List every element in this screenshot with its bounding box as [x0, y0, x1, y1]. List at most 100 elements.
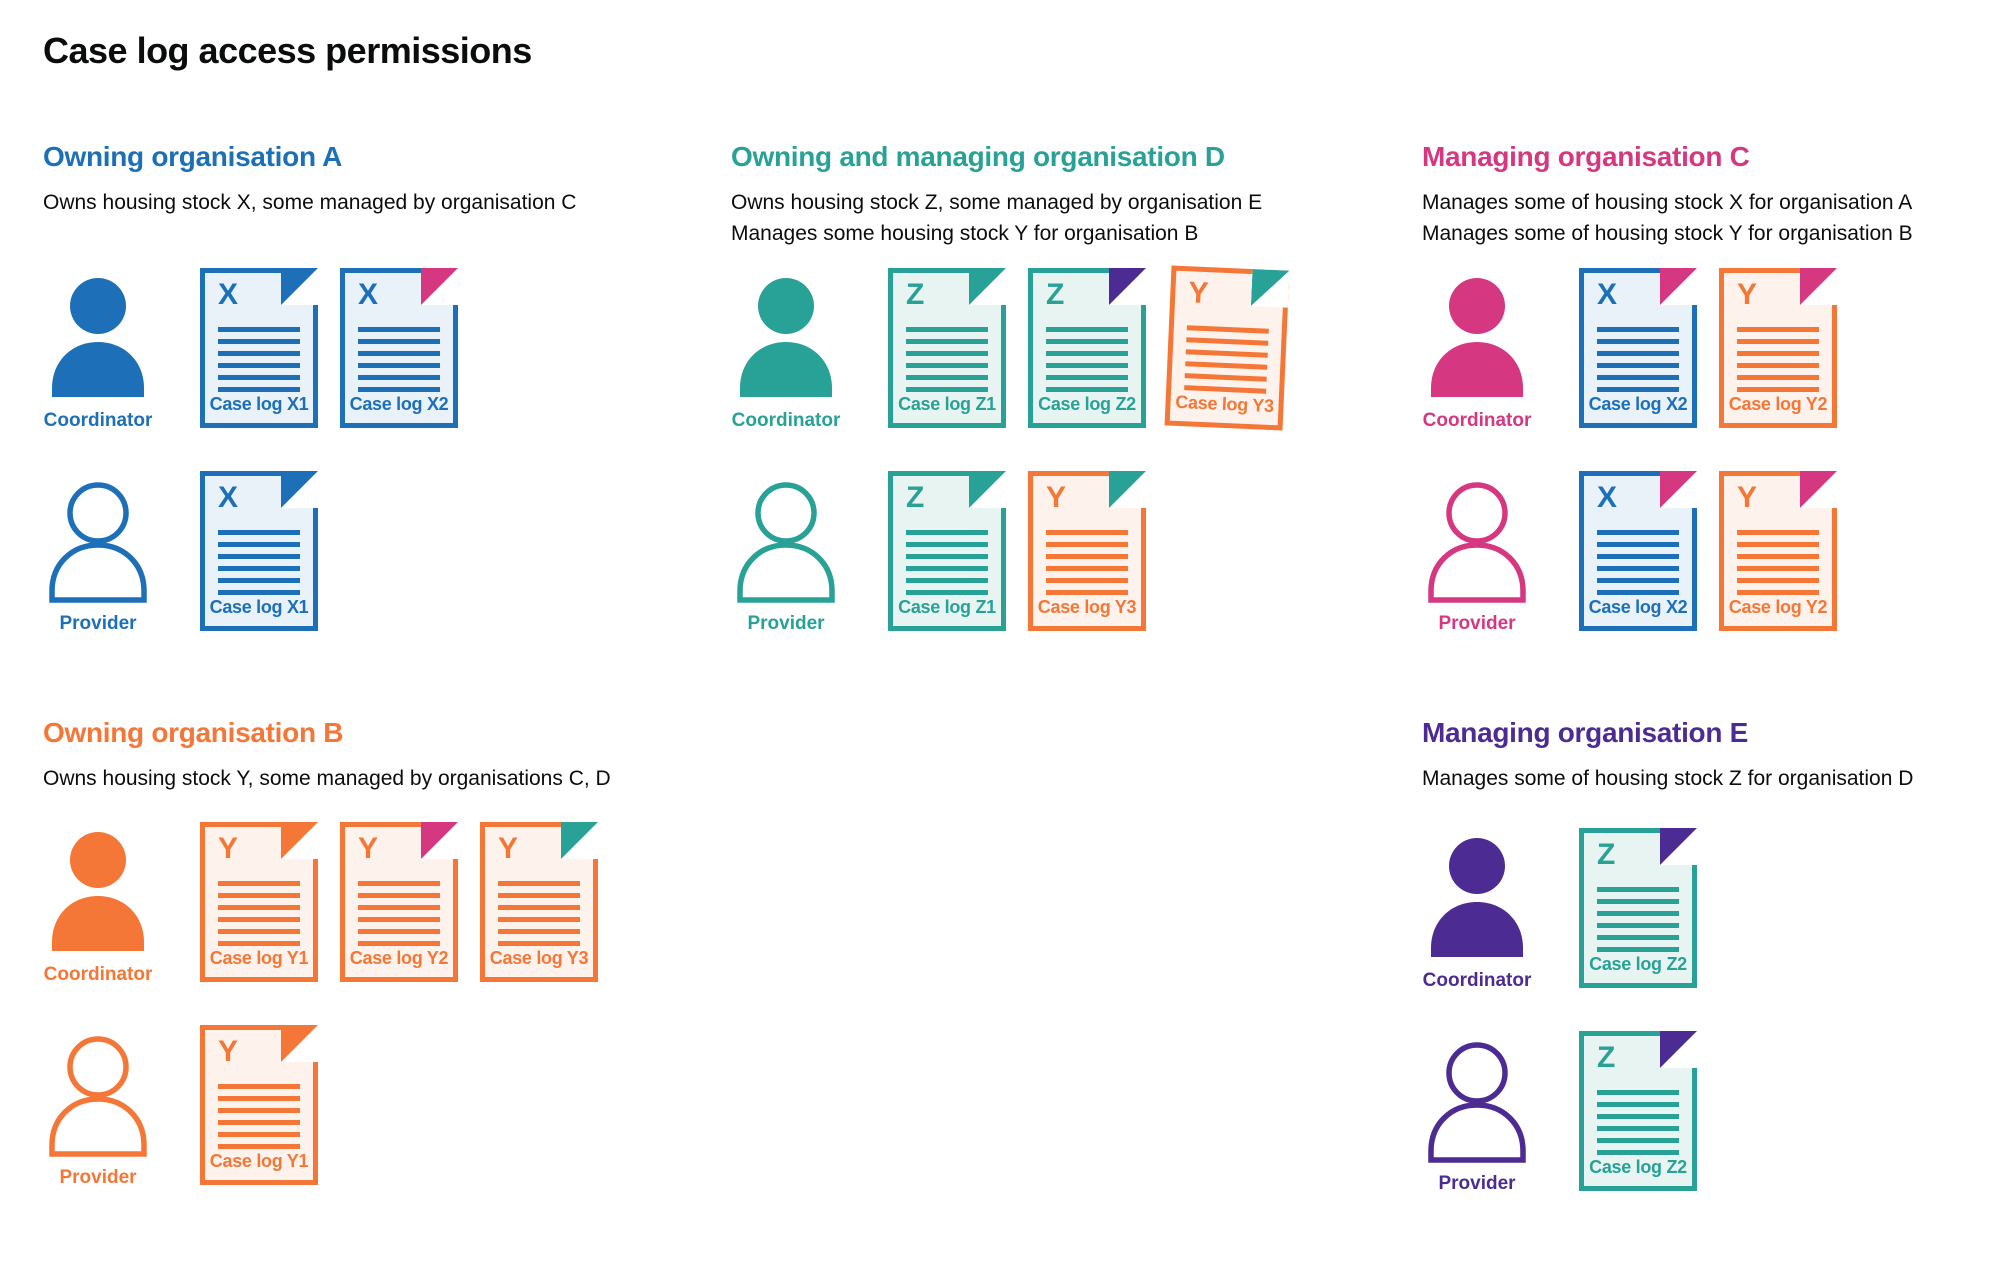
case-log-document: Z Case log Z1	[888, 471, 1006, 631]
provider-person: Provider	[43, 471, 153, 635]
coordinator-row: Coordinator Y Case log Y1 Y Case log Y2 Y Case…	[43, 822, 620, 986]
case-log-documents: X Case log X2 Y Case log Y2	[1579, 471, 1859, 631]
stock-letter: Z	[906, 481, 925, 514]
coordinator-row: Coordinator Z Case log Z1 Z Case log Z2 Y Case…	[731, 265, 1308, 432]
case-log-label: Case log X2	[349, 394, 449, 414]
document-text-lines-icon	[1046, 327, 1128, 399]
stock-letter: Y	[498, 832, 519, 865]
coordinator-person: Coordinator	[1422, 268, 1532, 432]
case-log-document: Z Case log Z1	[888, 268, 1006, 428]
section-owning-organisation-a: Owning organisation A Owns housing stock …	[43, 140, 703, 634]
section-heading: Owning and managing organisation D	[731, 141, 1225, 172]
provider-person: Provider	[731, 471, 841, 635]
case-log-label: Case log X1	[209, 597, 309, 617]
coordinator-person: Coordinator	[1422, 828, 1532, 992]
case-log-label: Case log X1	[209, 394, 309, 414]
role-rows: Coordinator Y Case log Y1 Y Case log Y2 Y Case…	[43, 822, 620, 1228]
folded-corner-icon	[1660, 828, 1697, 865]
section-owning-and-managing-organisation-d: Owning and managing organisation D Owns h…	[731, 140, 1391, 634]
coordinator-person-icon	[52, 832, 144, 951]
provider-person-icon	[1428, 482, 1526, 603]
case-log-document: X Case log X1	[200, 268, 318, 428]
stock-letter: Y	[1737, 481, 1758, 514]
case-log-label: Case log X2	[1588, 394, 1688, 414]
section-description: Owns housing stock Z, some managed by or…	[731, 187, 1391, 249]
folded-corner-icon	[1109, 268, 1146, 305]
section-description-line: Manages some of housing stock Y for orga…	[1422, 221, 1913, 245]
case-log-documents: Z Case log Z2	[1579, 828, 1719, 988]
section-description: Owns housing stock Y, some managed by or…	[43, 763, 703, 794]
case-log-label: Case log Z2	[1589, 1157, 1687, 1177]
section-heading: Managing organisation C	[1422, 141, 1750, 172]
document-text-lines-icon	[218, 1084, 300, 1156]
case-log-label: Case log Y2	[1728, 394, 1828, 414]
stock-letter: Y	[1737, 278, 1758, 311]
stock-letter: Z	[1046, 278, 1065, 311]
section-heading: Owning organisation A	[43, 141, 343, 172]
folded-corner-icon	[1660, 1031, 1697, 1068]
section-description-line: Owns housing stock Z, some managed by or…	[731, 190, 1263, 214]
role-rows: Coordinator Z Case log Z1 Z Case log Z2 Y Case…	[731, 265, 1308, 674]
provider-row: Provider X Case log X1	[43, 471, 480, 635]
coordinator-person-icon	[52, 278, 144, 397]
section-description-line: Manages some housing stock Y for organis…	[731, 221, 1199, 245]
folded-corner-icon	[1109, 471, 1146, 508]
case-log-label: Case log Y1	[209, 1151, 309, 1171]
document-text-lines-icon	[1597, 327, 1679, 399]
role-label: Provider	[1438, 1173, 1516, 1194]
case-log-document: X Case log X2	[1579, 268, 1697, 428]
document-text-lines-icon	[218, 327, 300, 399]
folded-corner-icon	[1800, 268, 1837, 305]
role-label: Coordinator	[43, 410, 153, 431]
case-log-document: Y Case log Y3	[1028, 471, 1146, 631]
case-log-documents: X Case log X1 X Case log X2	[200, 268, 480, 428]
role-label: Coordinator	[1422, 410, 1532, 431]
role-rows: Coordinator X Case log X2 Y Case log Y2 Provi…	[1422, 268, 1859, 674]
folded-corner-icon	[281, 822, 318, 859]
case-log-label: Case log X2	[1588, 597, 1688, 617]
case-log-label: Case log Y2	[1728, 597, 1828, 617]
folded-corner-icon	[969, 471, 1006, 508]
document-text-lines-icon	[1184, 325, 1269, 401]
document-text-lines-icon	[498, 881, 580, 953]
folded-corner-icon	[421, 822, 458, 859]
provider-person-icon	[1428, 1042, 1526, 1163]
stock-letter: Z	[1597, 1041, 1616, 1074]
folded-corner-icon	[561, 822, 598, 859]
case-log-label: Case log Z2	[1589, 954, 1687, 974]
case-log-label: Case log Z1	[898, 597, 996, 617]
stock-letter: Y	[1046, 481, 1067, 514]
coordinator-row: Coordinator X Case log X2 Y Case log Y2	[1422, 268, 1859, 432]
folded-corner-icon	[281, 471, 318, 508]
document-text-lines-icon	[1737, 530, 1819, 602]
coordinator-person: Coordinator	[43, 822, 153, 986]
provider-person-icon	[737, 482, 835, 603]
case-log-label: Case log Y1	[209, 948, 309, 968]
section-description-line: Manages some of housing stock X for orga…	[1422, 190, 1913, 214]
stock-letter: X	[358, 278, 379, 311]
case-log-documents: Z Case log Z2	[1579, 1031, 1719, 1191]
case-log-documents: X Case log X1	[200, 471, 340, 631]
case-log-documents: Z Case log Z1 Y Case log Y3	[888, 471, 1168, 631]
case-log-document: Z Case log Z2	[1579, 1031, 1697, 1191]
section-description: Manages some of housing stock Z for orga…	[1422, 763, 2000, 794]
case-log-document: Z Case log Z2	[1028, 268, 1146, 428]
document-text-lines-icon	[218, 530, 300, 602]
stock-letter: Z	[906, 278, 925, 311]
document-text-lines-icon	[1597, 1090, 1679, 1162]
role-label: Coordinator	[1422, 970, 1532, 991]
document-text-lines-icon	[1737, 327, 1819, 399]
stock-letter: Y	[358, 832, 379, 865]
role-label: Provider	[59, 613, 137, 634]
stock-letter: X	[218, 278, 239, 311]
case-log-document: Z Case log Z2	[1579, 828, 1697, 988]
coordinator-person-icon	[1431, 838, 1523, 957]
document-text-lines-icon	[906, 530, 988, 602]
role-label: Provider	[747, 613, 825, 634]
case-log-label: Case log Y3	[489, 948, 589, 968]
case-log-document: Y Case log Y3	[480, 822, 598, 982]
provider-person: Provider	[1422, 471, 1532, 635]
role-rows: Coordinator X Case log X1 X Case log X2 Provi…	[43, 268, 480, 674]
document-text-lines-icon	[1046, 530, 1128, 602]
